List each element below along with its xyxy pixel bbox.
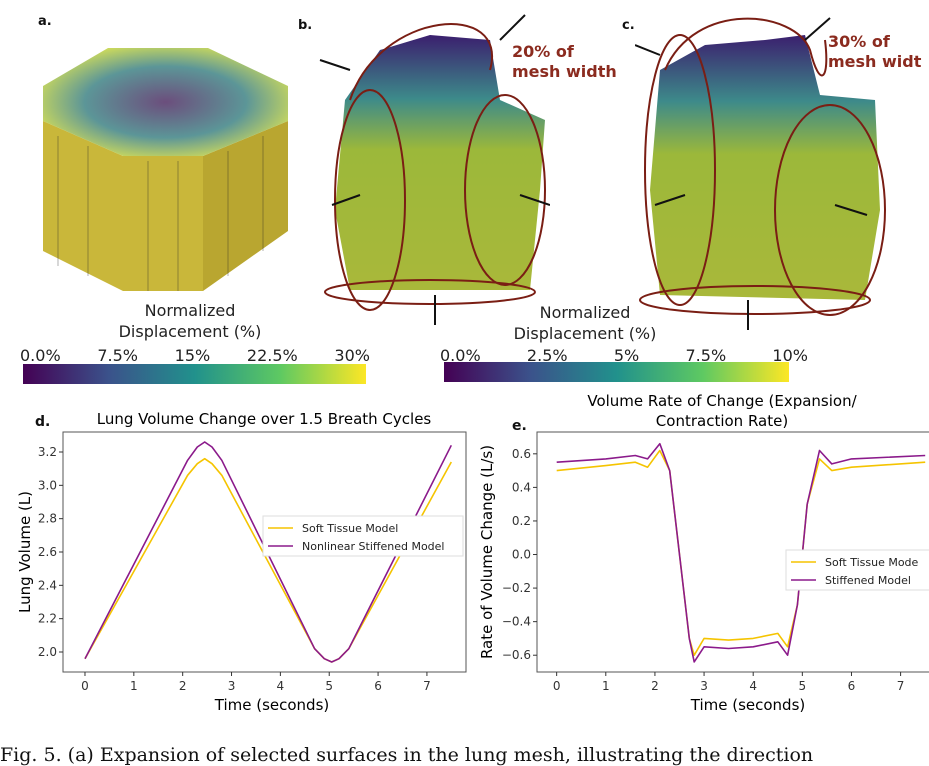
series-line-soft-tissue [556, 449, 926, 657]
x-tick-label: 1 [130, 679, 138, 693]
colorbar-tick: 7.5% [685, 346, 727, 365]
y-tick-label: −0.2 [502, 581, 531, 595]
y-tick-label: −0.6 [502, 648, 531, 662]
colorbar-a-ticks: 0.0% 7.5% 15% 22.5% 30% [20, 346, 370, 365]
colorbar-tick: 0.0% [440, 346, 481, 365]
y-tick-label: 3.2 [38, 445, 57, 459]
x-tick-label: 2 [179, 679, 187, 693]
x-tick-label: 5 [799, 679, 807, 693]
legend-box [262, 515, 464, 557]
x-tick-label: 1 [602, 679, 610, 693]
x-axis-label: Time (seconds) [214, 696, 330, 714]
panel-c-label: c. [622, 18, 635, 33]
y-tick-label: 2.6 [38, 545, 57, 559]
annotation-c-line1: 30% of [828, 32, 890, 51]
series-line-soft-tissue [84, 457, 453, 663]
plot-frame [536, 431, 929, 673]
lung-mesh-b [319, 14, 550, 325]
y-tick-label: 2.2 [38, 612, 57, 626]
panel-d-label: d. [35, 414, 51, 430]
annotation-c: 30% of mesh widt [828, 32, 921, 72]
colorbar-tick: 10% [772, 346, 808, 365]
annotation-b-line1: 20% of [512, 42, 574, 61]
chart-lung-volume: Lung Volume Change over 1.5 Breath Cycle… [16, 410, 467, 714]
legend-box [785, 549, 929, 591]
annotation-b-line2: mesh width [512, 62, 617, 81]
x-tick-label: 4 [749, 679, 757, 693]
colorbar-c-title-line1: Normalized [539, 303, 631, 322]
y-axis-label: Rate of Volume Change (L/s) [478, 445, 496, 659]
x-tick-label: 6 [374, 679, 382, 693]
x-tick-label: 0 [81, 679, 89, 693]
x-tick-label: 6 [848, 679, 856, 693]
y-tick-label: 2.0 [38, 645, 57, 659]
chart-title: Lung Volume Change over 1.5 Breath Cycle… [97, 410, 432, 428]
hexagonal-prism-mesh [43, 48, 288, 291]
x-tick-label: 0 [553, 679, 561, 693]
x-tick-label: 4 [277, 679, 285, 693]
x-tick-label: 3 [700, 679, 708, 693]
legend-entry: Soft Tissue Mode [825, 556, 919, 569]
colorbar-c-title: Normalized Displacement (%) [505, 302, 665, 344]
lung-mesh-c [635, 17, 886, 330]
x-tick-label: 2 [651, 679, 659, 693]
y-tick-label: 2.8 [38, 512, 57, 526]
colorbar-tick: 5% [613, 346, 640, 365]
y-tick-label: 2.4 [38, 578, 57, 592]
colorbar-tick: 22.5% [246, 346, 298, 365]
y-tick-label: 0.0 [512, 548, 531, 562]
legend-entry: Soft Tissue Model [302, 522, 398, 535]
x-tick-label: 5 [325, 679, 333, 693]
y-tick-label: −0.4 [502, 615, 531, 629]
x-tick-label: 7 [897, 679, 905, 693]
y-tick-label: 0.2 [512, 514, 531, 528]
y-tick-label: 3.0 [38, 478, 57, 492]
colorbar-tick: 7.5% [97, 346, 138, 365]
legend-entry: Nonlinear Stiffened Model [302, 540, 444, 553]
panel-b-label: b. [298, 18, 313, 33]
y-tick-label: 0.4 [512, 480, 531, 494]
colorbar-a-title-line2: Displacement (%) [118, 322, 262, 341]
colorbar-c-title-line2: Displacement (%) [513, 324, 657, 343]
colorbar-a-title-line1: Normalized [144, 301, 236, 320]
panel-e-label: e. [512, 418, 527, 434]
x-tick-label: 7 [423, 679, 431, 693]
y-tick-label: 0.6 [512, 447, 531, 461]
colorbar-c-ticks: 0.0% 2.5% 5% 7.5% 10% [440, 346, 808, 365]
panel-a-label: a. [38, 14, 52, 29]
colorbar-a-title: Normalized Displacement (%) [110, 300, 270, 342]
annotation-c-line2: mesh widt [828, 52, 922, 71]
chart-volume-rate: Volume Rate of Change (Expansion/ Contra… [478, 392, 929, 714]
colorbar-tick: 0.0% [20, 346, 61, 365]
colorbar-tick: 2.5% [526, 346, 568, 365]
legend-entry: Stiffened Model [825, 574, 911, 587]
colorbar-tick: 15% [174, 346, 211, 365]
colorbar-tick: 30% [334, 346, 370, 365]
x-tick-label: 3 [228, 679, 236, 693]
chart-title-line1: Volume Rate of Change (Expansion/ [587, 392, 857, 410]
y-axis-label: Lung Volume (L) [16, 491, 34, 613]
colorbar-c [444, 362, 789, 382]
chart-title-line2: Contraction Rate) [656, 412, 788, 430]
colorbar-a [23, 364, 366, 384]
x-axis-label: Time (seconds) [690, 696, 806, 714]
figure-caption: Fig. 5. (a) Expansion of selected surfac… [0, 744, 814, 766]
series-line-stiffened [556, 442, 926, 663]
annotation-b: 20% of mesh width [512, 42, 617, 82]
